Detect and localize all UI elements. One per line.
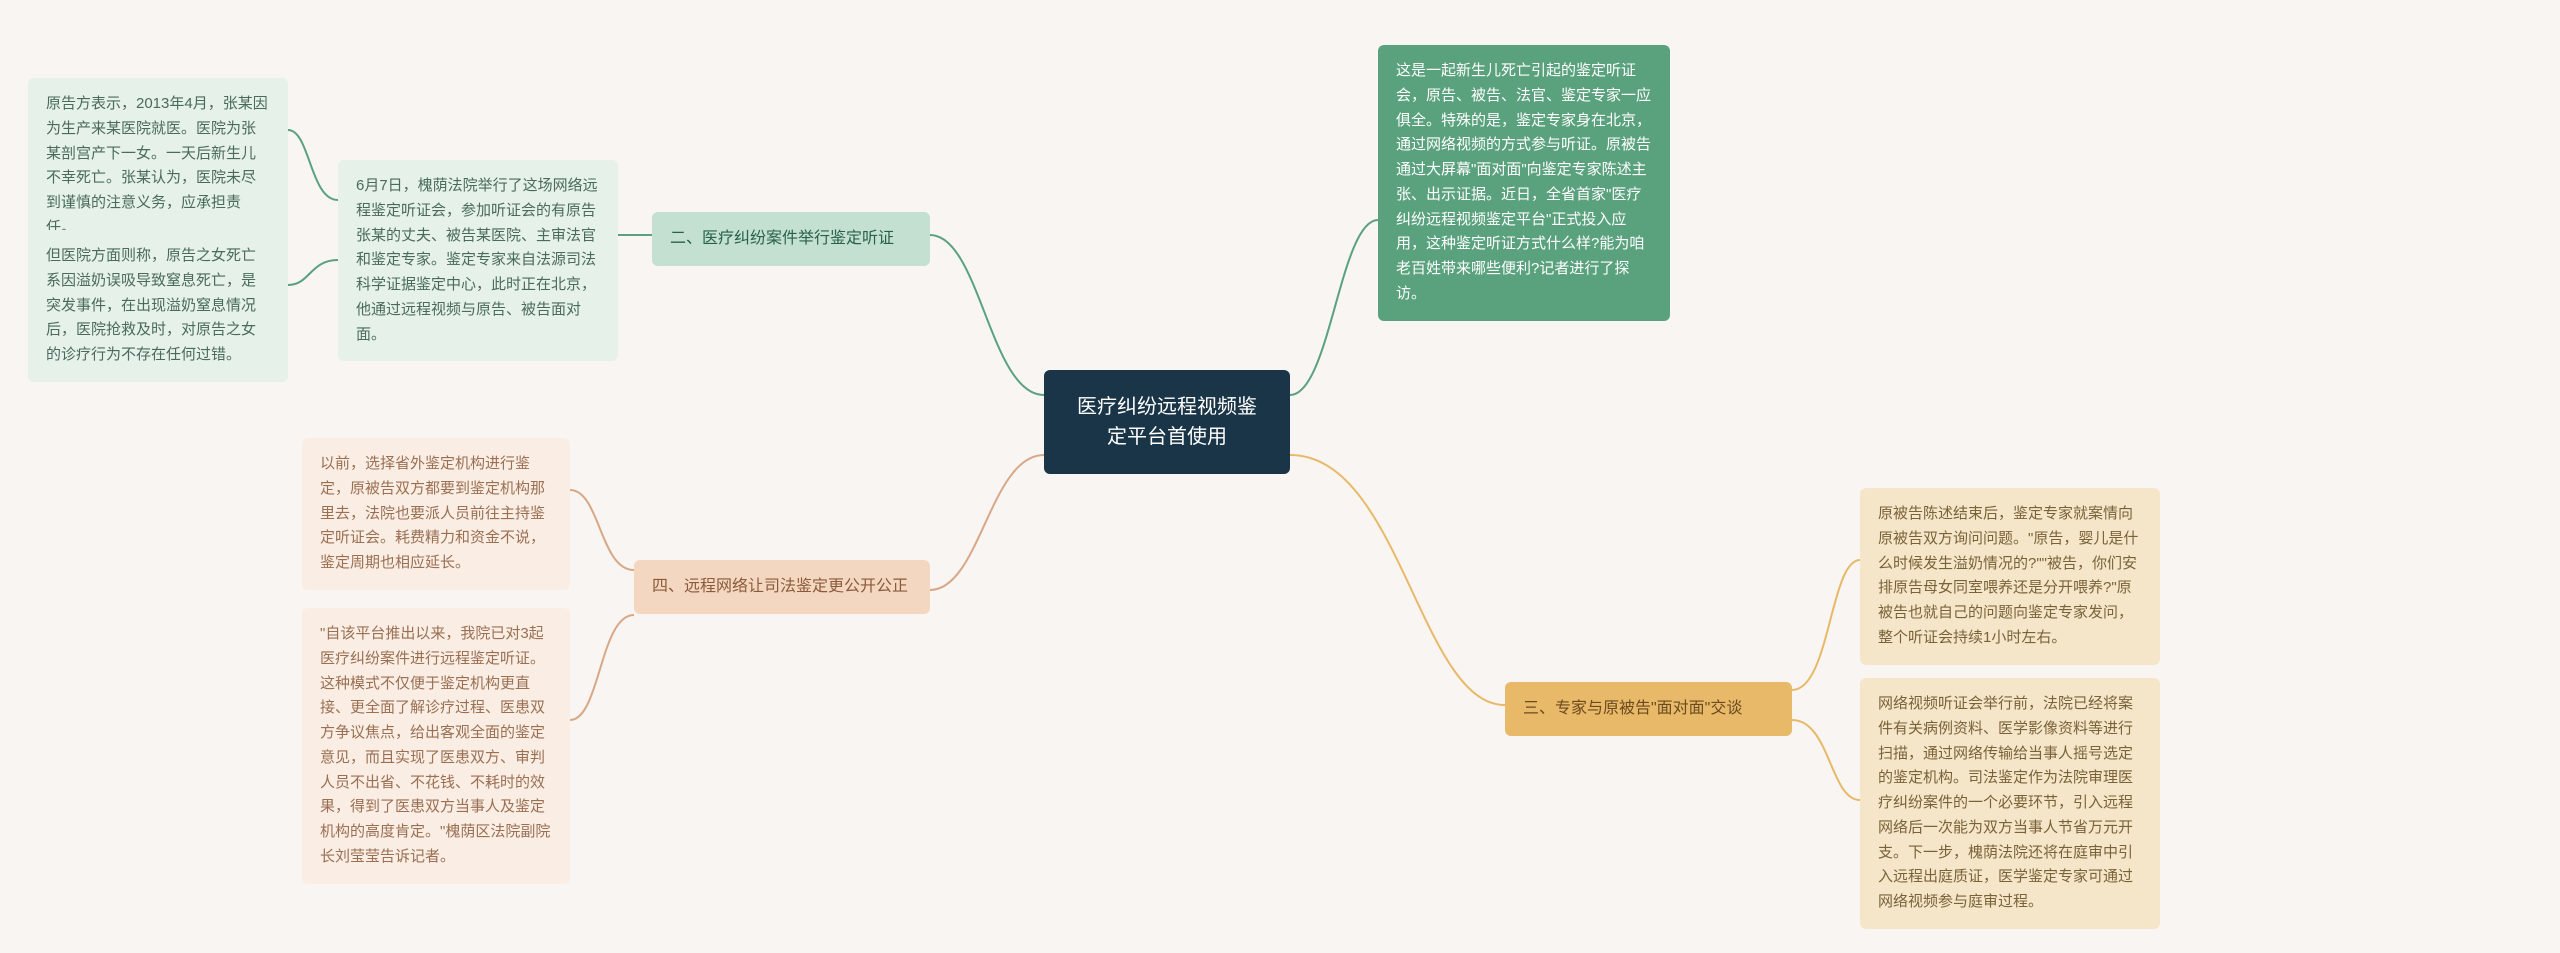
branch-2-sub[interactable]: 6月7日，槐荫法院举行了这场网络远程鉴定听证会，参加听证会的有原告张某的丈夫、被… [338, 160, 618, 361]
root-label: 医疗纠纷远程视频鉴定平台首使用 [1077, 396, 1257, 448]
branch-4-leaf-2-text: "自该平台推出以来，我院已对3起医疗纠纷案件进行远程鉴定听证。这种模式不仅便于鉴… [320, 625, 550, 865]
intro-node[interactable]: 这是一起新生儿死亡引起的鉴定听证会，原告、被告、法官、鉴定专家一应俱全。特殊的是… [1378, 45, 1670, 321]
branch-2-leaf-1-text: 原告方表示，2013年4月，张某因为生产来某医院就医。医院为张某剖宫产下一女。一… [46, 95, 268, 236]
branch-2-label: 二、医疗纠纷案件举行鉴定听证 [670, 230, 894, 247]
branch-3-label: 三、专家与原被告"面对面"交谈 [1523, 700, 1742, 717]
branch-4-leaf-1[interactable]: 以前，选择省外鉴定机构进行鉴定，原被告双方都要到鉴定机构那里去，法院也要派人员前… [302, 438, 570, 590]
branch-3-leaf-2-text: 网络视频听证会举行前，法院已经将案件有关病例资料、医学影像资料等进行扫描，通过网… [1878, 695, 2133, 910]
branch-2-leaf-2-text: 但医院方面则称，原告之女死亡系因溢奶误吸导致窒息死亡，是突发事件，在出现溢奶窒息… [46, 247, 256, 363]
branch-4[interactable]: 四、远程网络让司法鉴定更公开公正 [634, 560, 930, 614]
branch-2-sub-text: 6月7日，槐荫法院举行了这场网络远程鉴定听证会，参加听证会的有原告张某的丈夫、被… [356, 177, 598, 343]
branch-3[interactable]: 三、专家与原被告"面对面"交谈 [1505, 682, 1792, 736]
intro-text: 这是一起新生儿死亡引起的鉴定听证会，原告、被告、法官、鉴定专家一应俱全。特殊的是… [1396, 62, 1651, 302]
branch-4-leaf-1-text: 以前，选择省外鉴定机构进行鉴定，原被告双方都要到鉴定机构那里去，法院也要派人员前… [320, 455, 545, 571]
branch-3-leaf-1-text: 原被告陈述结束后，鉴定专家就案情向原被告双方询问问题。"原告，婴儿是什么时候发生… [1878, 505, 2138, 646]
branch-4-leaf-2[interactable]: "自该平台推出以来，我院已对3起医疗纠纷案件进行远程鉴定听证。这种模式不仅便于鉴… [302, 608, 570, 884]
branch-2-leaf-1[interactable]: 原告方表示，2013年4月，张某因为生产来某医院就医。医院为张某剖宫产下一女。一… [28, 78, 288, 255]
branch-3-leaf-1[interactable]: 原被告陈述结束后，鉴定专家就案情向原被告双方询问问题。"原告，婴儿是什么时候发生… [1860, 488, 2160, 665]
root-node[interactable]: 医疗纠纷远程视频鉴定平台首使用 [1044, 370, 1290, 474]
branch-2[interactable]: 二、医疗纠纷案件举行鉴定听证 [652, 212, 930, 266]
branch-4-label: 四、远程网络让司法鉴定更公开公正 [652, 578, 908, 595]
branch-2-leaf-2[interactable]: 但医院方面则称，原告之女死亡系因溢奶误吸导致窒息死亡，是突发事件，在出现溢奶窒息… [28, 230, 288, 382]
branch-3-leaf-2[interactable]: 网络视频听证会举行前，法院已经将案件有关病例资料、医学影像资料等进行扫描，通过网… [1860, 678, 2160, 929]
